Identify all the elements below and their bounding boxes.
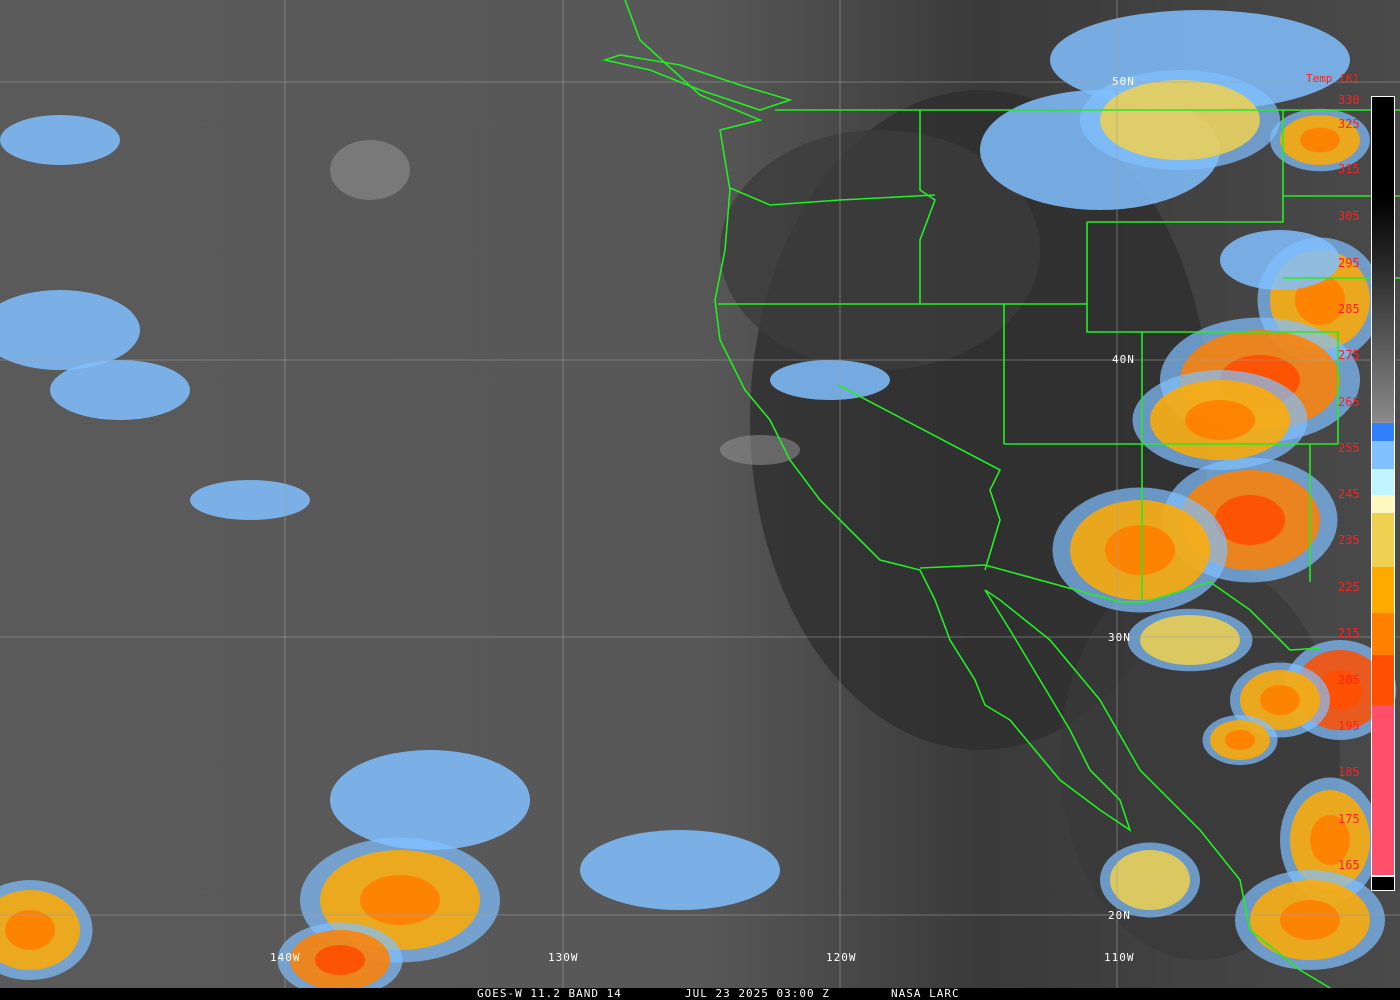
cloud-top [770,360,890,400]
cloud-top [190,480,310,520]
lon-label-110w: 110W [1104,951,1135,964]
vancouver-island [602,54,793,111]
cloud-top [0,115,120,165]
caption-bar: GOES-W 11.2 BAND 14 JUL 23 2025 03:00 Z … [0,988,1400,1000]
colorbar-tick-195: 195 [1338,719,1360,733]
caption-satellite: GOES-W 11.2 BAND 14 [477,987,622,1000]
cloud-top [330,750,530,850]
colorbar-tick-255: 255 [1338,441,1360,455]
cloud-core [1215,495,1285,545]
colorbar-tick-330: 330 [1338,93,1360,107]
colorbar-tick-215: 215 [1338,626,1360,640]
lon-label-130w: 130W [548,951,579,964]
cloud-core [1185,400,1255,440]
colorbar-tick-295: 295 [1338,256,1360,270]
temperature-colorbar [1371,96,1395,891]
lat-label-20n: 20N [1108,909,1131,922]
colorbar-tick-165: 165 [1338,858,1360,872]
cloud-top [50,360,190,420]
colorbar-tick-225: 225 [1338,580,1360,594]
us-mexico-border [919,564,1321,651]
cloud-top [1100,80,1260,160]
cloud-core [1225,730,1255,750]
cloud-top [720,435,800,465]
wa-or-border [729,187,936,206]
cloud-core [1310,815,1350,865]
cloud-top [1110,850,1190,910]
cloud-top [580,830,780,910]
colorbar-tick-315: 315 [1338,162,1360,176]
lat-label-40n: 40N [1112,353,1135,366]
legend-title: Temp [K] [1306,72,1359,85]
colorbar-tick-305: 305 [1338,209,1360,223]
land-region [720,130,1040,370]
cloud-top [1140,615,1240,665]
utah-az-border [1004,332,1338,600]
cloud-core [1295,275,1345,325]
colorbar-tick-275: 275 [1338,348,1360,362]
lon-label-120w: 120W [826,951,857,964]
cloud-layer [0,10,1397,998]
montana-wy-border [1086,110,1339,444]
colorbar-tick-205: 205 [1338,673,1360,687]
caption-datetime: JUL 23 2025 03:00 Z [685,987,830,1000]
colorbar-tick-185: 185 [1338,765,1360,779]
cloud-top [0,290,140,370]
coastline-north-america [624,0,1351,1000]
cloud-core [1260,685,1300,715]
cloud-core [1105,525,1175,575]
colorbar-tick-235: 235 [1338,533,1360,547]
cloud-core [360,875,440,925]
colorbar-tick-285: 285 [1338,302,1360,316]
colorbar-tick-265: 265 [1338,395,1360,409]
cloud-core [1280,900,1340,940]
cloud-top [1220,230,1340,290]
caption-credit: NASA LARC [891,987,960,1000]
colorbar-tick-325: 325 [1338,117,1360,131]
coast-and-state-borders [602,0,1400,1000]
colorbar-tick-175: 175 [1338,812,1360,826]
cloud-core [1300,127,1340,153]
lat-label-50n: 50N [1112,75,1135,88]
lat-label-30n: 30N [1108,631,1131,644]
colorbar-tick-245: 245 [1338,487,1360,501]
lon-label-140w: 140W [270,951,301,964]
idaho-border [919,110,936,304]
cloud-core [5,910,55,950]
ca-nv-border [837,304,1005,571]
cloud-top [330,140,410,200]
cloud-core [315,945,365,975]
